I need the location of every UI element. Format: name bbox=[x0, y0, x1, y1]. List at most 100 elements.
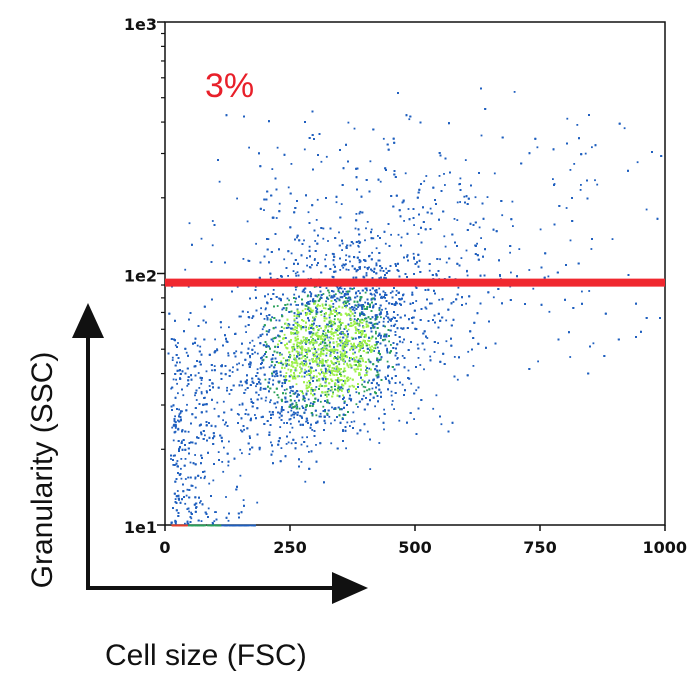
scatter-point bbox=[465, 249, 468, 252]
scatter-point bbox=[298, 394, 300, 396]
scatter-point bbox=[375, 247, 378, 250]
scatter-point bbox=[295, 304, 298, 306]
scatter-point bbox=[289, 422, 292, 425]
scatter-point bbox=[250, 398, 252, 401]
scatter-point bbox=[372, 237, 375, 240]
scatter-point bbox=[547, 275, 550, 278]
scatter-point bbox=[398, 302, 401, 305]
scatter-point bbox=[275, 319, 278, 322]
scatter-point bbox=[357, 244, 360, 247]
scatter-point bbox=[323, 339, 326, 342]
scatter-point bbox=[190, 441, 192, 444]
scatter-point bbox=[285, 337, 287, 339]
scatter-point bbox=[316, 311, 319, 314]
scatter-point bbox=[236, 285, 239, 288]
scatter-point bbox=[407, 369, 410, 372]
scatter-point bbox=[187, 430, 190, 433]
scatter-point bbox=[222, 419, 224, 422]
scatter-point bbox=[317, 400, 319, 402]
scatter-point bbox=[369, 289, 372, 292]
scatter-point bbox=[390, 394, 393, 397]
scatter-point bbox=[305, 393, 308, 396]
scatter-point bbox=[411, 291, 414, 294]
scatter-point bbox=[290, 409, 293, 412]
scatter-point bbox=[341, 264, 343, 267]
scatter-point bbox=[352, 242, 355, 245]
scatter-point bbox=[174, 344, 177, 347]
scatter-point bbox=[384, 325, 386, 328]
scatter-point bbox=[573, 163, 576, 165]
scatter-point bbox=[256, 501, 259, 504]
scatter-point bbox=[325, 354, 328, 357]
scatter-point bbox=[332, 303, 335, 305]
scatter-point bbox=[220, 326, 222, 329]
scatter-point bbox=[384, 307, 387, 310]
scatter-point bbox=[268, 366, 271, 369]
scatter-point bbox=[429, 355, 432, 358]
scatter-point bbox=[245, 331, 247, 333]
scatter-point bbox=[262, 325, 265, 328]
scatter-point bbox=[510, 271, 512, 274]
scatter-point bbox=[293, 393, 296, 395]
scatter-point bbox=[170, 387, 173, 390]
scatter-point bbox=[400, 327, 402, 330]
scatter-point bbox=[363, 390, 366, 393]
scatter-point bbox=[588, 290, 591, 292]
scatter-point bbox=[536, 146, 539, 149]
scatter-point bbox=[425, 307, 428, 310]
scatter-point bbox=[211, 369, 213, 372]
scatter-point bbox=[301, 436, 304, 439]
scatter-point bbox=[384, 292, 387, 294]
scatter-point bbox=[569, 169, 572, 171]
scatter-point bbox=[459, 177, 462, 180]
scatter-point bbox=[275, 373, 277, 376]
scatter-point bbox=[299, 414, 301, 417]
scatter-point bbox=[287, 275, 289, 277]
scatter-point bbox=[375, 291, 377, 293]
scatter-point bbox=[377, 335, 380, 337]
scatter-point bbox=[190, 517, 193, 520]
scatter-point bbox=[296, 271, 299, 274]
scatter-point bbox=[316, 355, 319, 358]
scatter-point bbox=[223, 423, 226, 426]
scatter-point bbox=[316, 198, 319, 201]
scatter-point bbox=[456, 201, 459, 204]
scatter-point bbox=[364, 291, 367, 294]
scatter-point bbox=[275, 217, 278, 219]
scatter-point bbox=[200, 382, 203, 385]
scatter-point bbox=[179, 361, 181, 364]
scatter-point bbox=[283, 389, 286, 391]
scatter-point bbox=[553, 183, 556, 185]
scatter-point bbox=[392, 316, 395, 319]
scatter-point bbox=[177, 419, 179, 422]
scatter-point bbox=[375, 262, 378, 265]
scatter-point bbox=[373, 293, 376, 296]
scatter-point bbox=[358, 251, 361, 253]
scatter-point bbox=[355, 346, 358, 349]
scatter-point bbox=[381, 308, 383, 311]
scatter-points bbox=[167, 87, 663, 527]
scatter-point bbox=[333, 351, 336, 353]
scatter-point bbox=[216, 348, 218, 351]
scatter-point bbox=[341, 242, 344, 245]
scatter-point bbox=[200, 391, 203, 393]
scatter-point bbox=[417, 357, 420, 359]
scatter-point bbox=[306, 445, 309, 448]
scatter-point bbox=[189, 461, 192, 464]
scatter-point bbox=[403, 300, 406, 303]
scatter-point bbox=[401, 328, 404, 330]
scatter-point bbox=[457, 286, 460, 289]
scatter-point bbox=[332, 391, 334, 394]
scatter-point bbox=[423, 348, 426, 351]
scatter-point bbox=[300, 443, 303, 446]
scatter-point bbox=[394, 331, 397, 333]
scatter-point bbox=[378, 277, 381, 279]
scatter-point bbox=[292, 392, 295, 395]
scatter-point bbox=[429, 207, 432, 210]
scatter-point bbox=[184, 268, 187, 271]
scatter-point bbox=[304, 480, 307, 483]
scatter-point bbox=[289, 391, 291, 394]
scatter-point bbox=[466, 274, 469, 277]
scatter-point bbox=[308, 451, 310, 453]
scatter-point bbox=[285, 388, 288, 391]
